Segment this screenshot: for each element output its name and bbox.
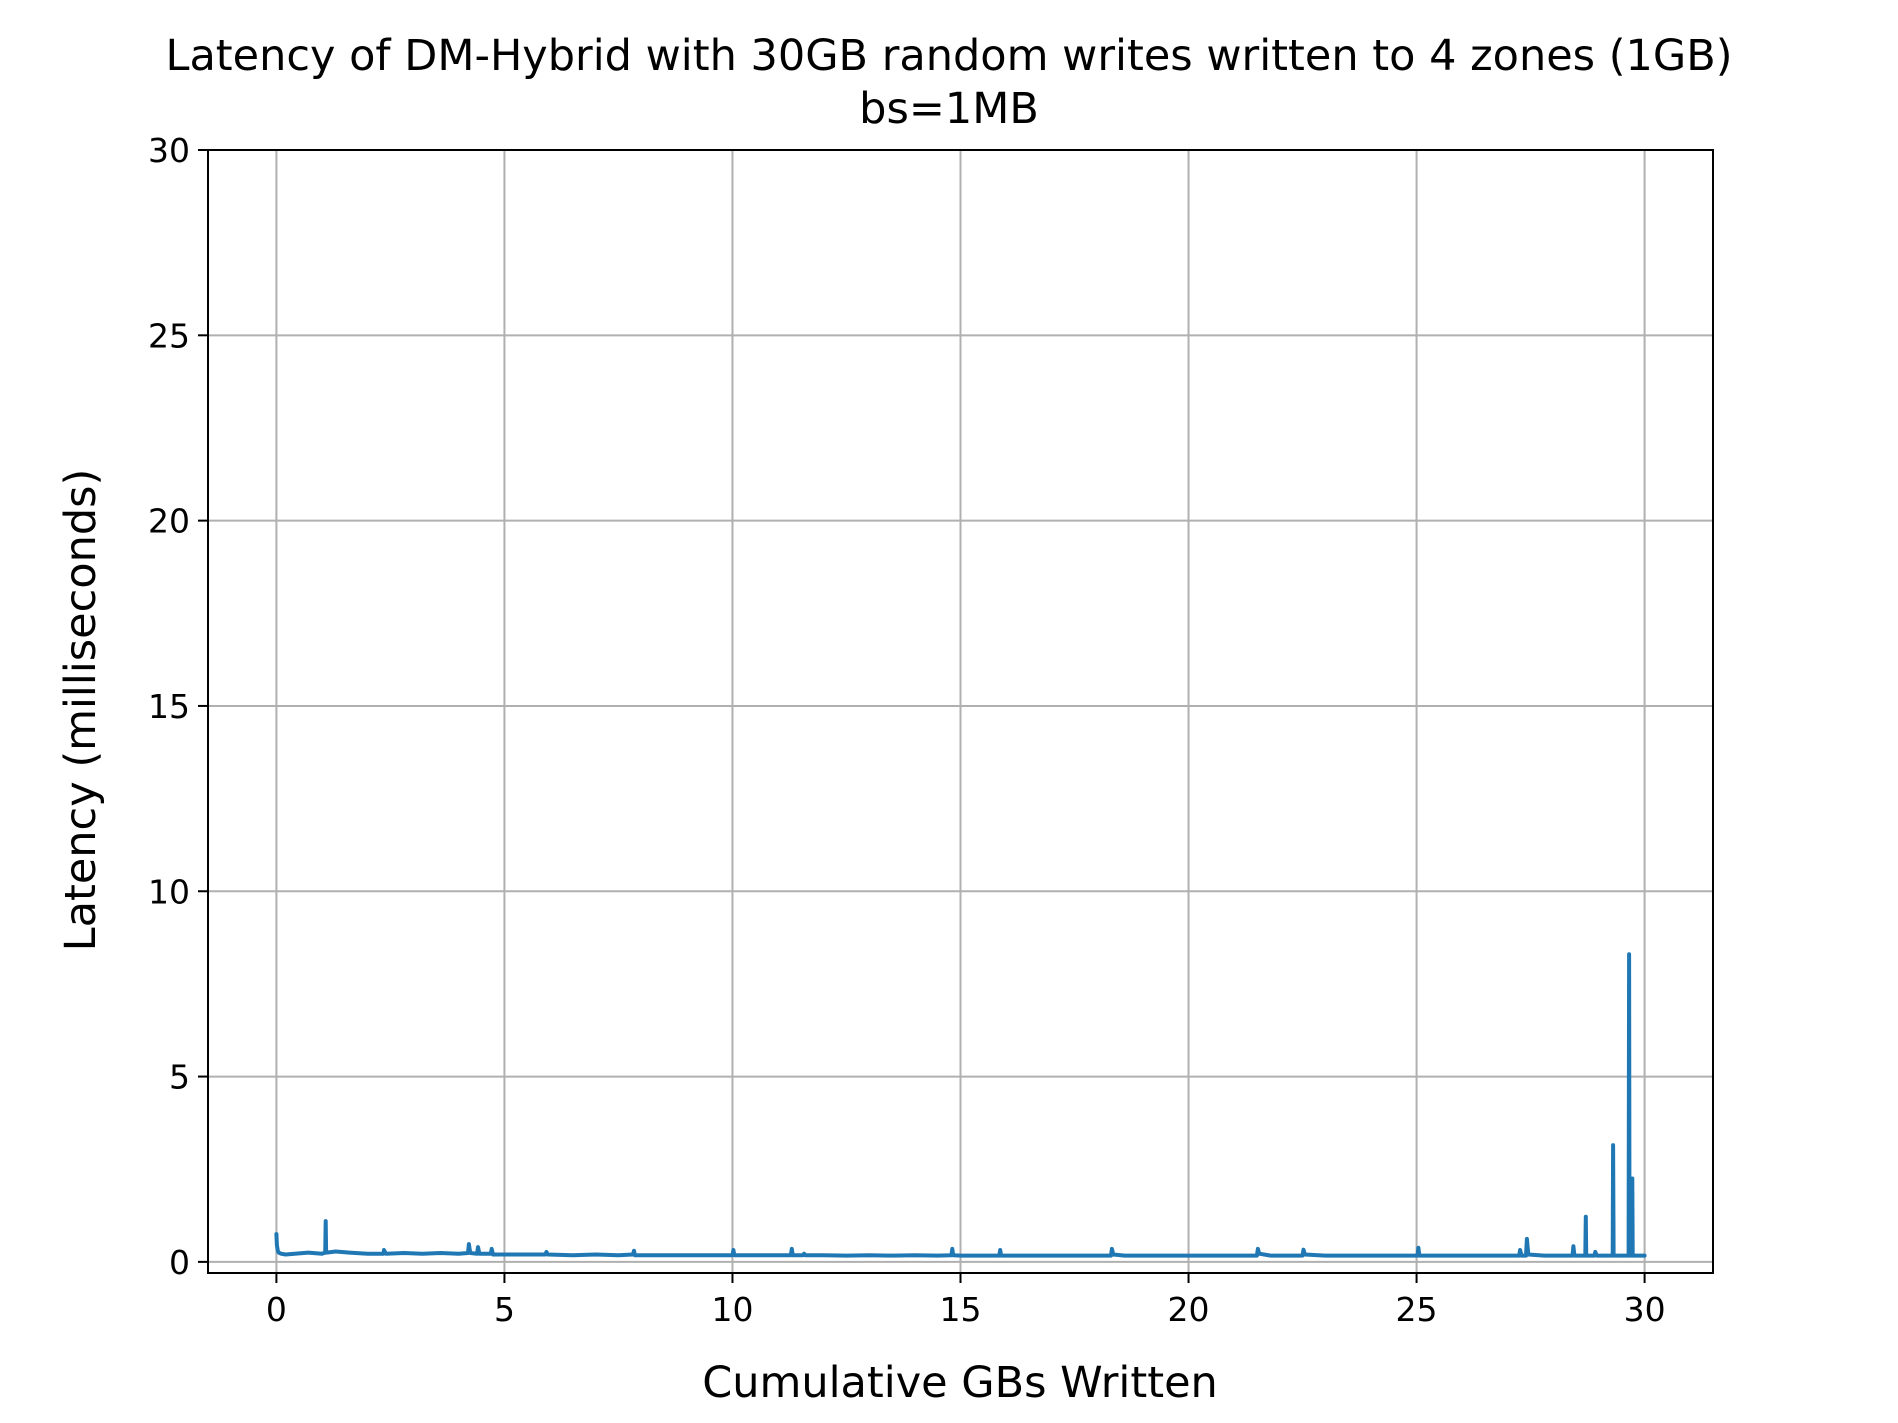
y-tick-label: 30 (148, 131, 190, 170)
y-tick-label: 15 (148, 687, 190, 726)
series-line-1 (274, 952, 1647, 1258)
x-axis-ticks: 0 5 10 15 20 25 30 (266, 1273, 1666, 1329)
y-tick-label: 25 (148, 316, 190, 355)
y-tick-label: 20 (148, 502, 190, 541)
x-tick-label: 20 (1168, 1290, 1210, 1329)
x-tick-label: 5 (494, 1290, 515, 1329)
y-tick-label: 10 (148, 872, 190, 911)
x-tick-label: 15 (940, 1290, 982, 1329)
x-tick-label: 0 (266, 1290, 287, 1329)
y-axis-ticks: 0 5 10 15 20 25 30 (148, 131, 208, 1282)
x-tick-label: 25 (1396, 1290, 1438, 1329)
chart-subtitle: bs=1MB (859, 84, 1039, 134)
y-tick-label: 0 (169, 1243, 190, 1282)
series-layer (274, 952, 1647, 1258)
x-axis-label: Cumulative GBs Written (702, 1358, 1218, 1408)
y-tick-label: 5 (169, 1058, 190, 1097)
y-axis-label: Latency (milliseconds) (56, 469, 106, 952)
chart-title: Latency of DM-Hybrid with 30GB random wr… (165, 31, 1732, 81)
x-tick-label: 30 (1624, 1290, 1666, 1329)
x-tick-label: 10 (711, 1290, 753, 1329)
